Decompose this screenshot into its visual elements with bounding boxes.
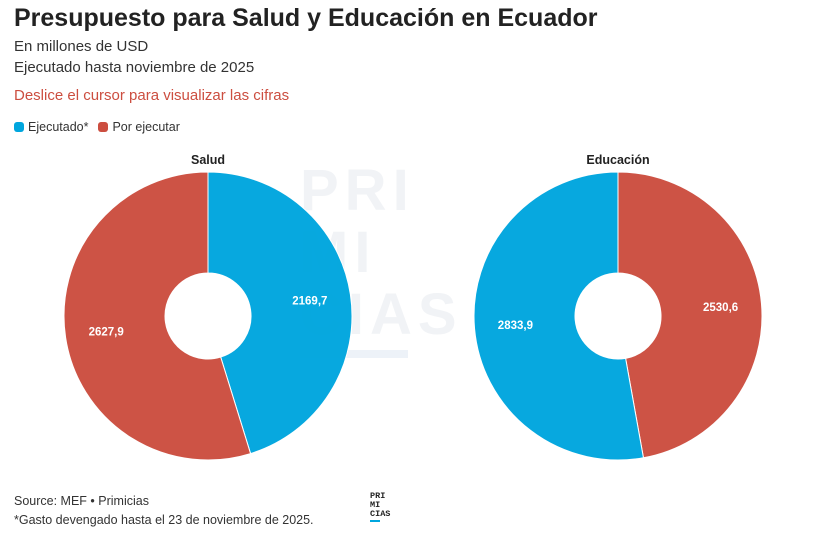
slice-label: 2169,7: [292, 296, 327, 308]
legend-label-ejecutado: Ejecutado*: [28, 120, 89, 134]
logo-bar: [370, 520, 380, 522]
legend: Ejecutado* Por ejecutar: [14, 120, 190, 134]
footnote: *Gasto devengado hasta el 23 de noviembr…: [14, 513, 314, 527]
logo-line: PRI: [370, 491, 386, 501]
page-title: Presupuesto para Salud y Educación en Ec…: [14, 4, 598, 32]
hover-hint: Deslice el cursor para visualizar las ci…: [14, 87, 290, 104]
watermark-bar: [300, 350, 408, 358]
donut-slice-educacion-por-ejecutar[interactable]: [617, 171, 763, 459]
logo-line: CIAS: [370, 509, 391, 519]
watermark-line: PRI: [300, 158, 415, 223]
chart-title-salud: Salud: [190, 153, 226, 167]
primicias-logo: PRI MI CIAS: [370, 492, 410, 522]
legend-swatch-ejecutado: [14, 122, 24, 132]
chart-title-educacion: Educación: [586, 153, 650, 167]
legend-swatch-por-ejecutar: [98, 122, 109, 132]
slice-label: 2627,9: [89, 326, 124, 338]
source-credit: Source: MEF • Primicias: [14, 494, 149, 508]
slice-label: 2530,6: [703, 302, 738, 314]
logo-line: MI: [370, 500, 381, 510]
subtitle-period: Ejecutado hasta noviembre de 2025: [14, 59, 255, 76]
legend-label-por-ejecutar: Por ejecutar: [112, 120, 180, 134]
legend-item-por-ejecutar[interactable]: Por ejecutar: [98, 120, 180, 134]
donut-slice-salud-ejecutado[interactable]: [207, 171, 353, 455]
donut-slice-educacion-ejecutado[interactable]: [473, 171, 645, 461]
legend-item-ejecutado[interactable]: Ejecutado*: [14, 120, 88, 134]
subtitle-units: En millones de USD: [14, 38, 149, 55]
donut-slice-salud-por-ejecutar[interactable]: [63, 171, 252, 461]
slice-label: 2833,9: [498, 320, 533, 332]
